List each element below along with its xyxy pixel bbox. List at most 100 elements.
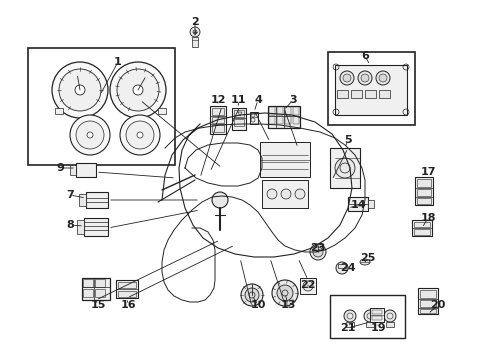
Text: 8: 8	[66, 220, 74, 230]
Circle shape	[52, 62, 108, 118]
Bar	[209, 106, 225, 134]
Bar	[416, 189, 430, 196]
Circle shape	[133, 85, 142, 95]
Bar	[350, 90, 361, 98]
Text: 1: 1	[114, 57, 122, 67]
Text: 9: 9	[56, 163, 64, 173]
Circle shape	[357, 71, 371, 85]
Bar	[267, 106, 299, 128]
Circle shape	[266, 189, 276, 199]
Bar	[268, 107, 274, 115]
Circle shape	[137, 132, 142, 138]
Bar	[327, 52, 414, 125]
Bar	[268, 116, 274, 124]
Bar	[84, 218, 108, 236]
Text: 15: 15	[90, 300, 105, 310]
Bar	[276, 107, 283, 115]
Text: 22: 22	[300, 280, 315, 290]
Text: 11: 11	[230, 95, 245, 105]
Bar	[276, 116, 283, 124]
Circle shape	[212, 192, 227, 208]
Text: 2: 2	[191, 17, 199, 27]
Bar	[249, 112, 258, 124]
Text: 23: 23	[310, 243, 325, 253]
Circle shape	[244, 288, 259, 302]
Bar	[158, 108, 165, 114]
Bar	[260, 142, 309, 177]
Text: 17: 17	[419, 167, 435, 177]
Circle shape	[294, 189, 305, 199]
Text: 6: 6	[360, 51, 368, 61]
Bar	[79, 194, 86, 206]
Bar	[416, 198, 430, 204]
Bar	[77, 220, 84, 234]
Bar	[292, 107, 298, 115]
Bar	[371, 316, 381, 320]
Bar	[234, 119, 244, 126]
Bar	[329, 295, 404, 338]
Circle shape	[120, 115, 160, 155]
Bar	[28, 48, 175, 165]
Bar	[417, 288, 437, 314]
Text: 20: 20	[429, 300, 445, 310]
Bar	[346, 322, 353, 327]
Text: 19: 19	[369, 323, 385, 333]
Circle shape	[363, 310, 375, 322]
Circle shape	[378, 74, 386, 82]
Circle shape	[126, 121, 154, 149]
Text: 3: 3	[288, 95, 296, 105]
Bar	[365, 322, 373, 327]
Circle shape	[312, 247, 323, 257]
Circle shape	[241, 284, 263, 306]
Text: 10: 10	[250, 300, 265, 310]
Bar	[118, 282, 136, 288]
Circle shape	[59, 69, 101, 111]
Bar	[419, 290, 435, 298]
Bar	[116, 280, 138, 298]
Bar	[299, 278, 315, 294]
Circle shape	[110, 62, 165, 118]
Circle shape	[75, 85, 85, 95]
Bar	[55, 108, 63, 114]
Text: 13: 13	[280, 300, 295, 310]
Bar	[86, 192, 108, 208]
Circle shape	[309, 244, 325, 260]
Bar	[385, 322, 393, 327]
Bar	[292, 116, 298, 124]
Circle shape	[360, 74, 368, 82]
Circle shape	[190, 27, 200, 37]
Bar	[285, 107, 290, 115]
Bar	[82, 278, 110, 300]
Bar	[347, 197, 367, 211]
Bar	[378, 90, 389, 98]
Circle shape	[303, 281, 312, 291]
Bar	[95, 279, 105, 287]
Bar	[262, 180, 307, 208]
Bar	[414, 177, 432, 205]
Circle shape	[334, 158, 354, 178]
Circle shape	[339, 71, 353, 85]
Text: 7: 7	[66, 190, 74, 200]
Circle shape	[342, 74, 350, 82]
Text: 12: 12	[210, 95, 225, 105]
Text: 21: 21	[340, 323, 355, 333]
Bar	[70, 165, 76, 175]
Text: 25: 25	[360, 253, 375, 263]
Bar	[212, 125, 224, 132]
Bar	[413, 222, 429, 227]
Bar	[212, 117, 224, 123]
Text: 4: 4	[254, 95, 262, 105]
Text: 18: 18	[419, 213, 435, 223]
Bar	[234, 110, 244, 117]
Bar	[334, 65, 406, 115]
Bar	[371, 310, 381, 314]
Bar	[329, 148, 359, 188]
Bar	[369, 308, 383, 322]
Bar	[337, 264, 346, 268]
Bar	[95, 289, 105, 297]
Bar	[413, 229, 429, 235]
Bar	[83, 279, 93, 287]
Circle shape	[70, 115, 110, 155]
Circle shape	[335, 262, 347, 274]
Bar	[285, 116, 290, 124]
